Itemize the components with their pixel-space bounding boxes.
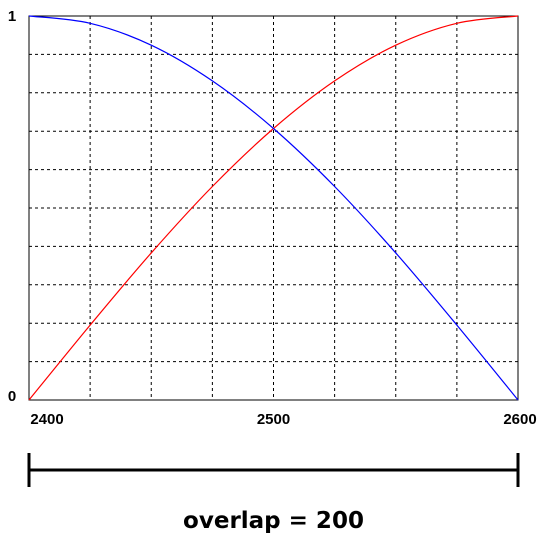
x-tick-label: 2400 [30,411,63,428]
x-tick-label: 2600 [503,411,536,428]
grid [29,16,518,400]
series-line-blue [28,15,519,401]
series-group [28,15,519,401]
tick-labels: 2400 2500 2600 0 1 [8,8,537,428]
x-tick-label: 2500 [257,411,290,428]
overlap-label: overlap = 200 [183,508,364,534]
plot-border [28,15,519,401]
series-line-red [28,15,519,401]
y-tick-label: 1 [8,8,16,25]
overlap-annotation: overlap = 200 [27,453,520,534]
plot-frame [28,15,519,401]
y-tick-label: 0 [8,388,16,405]
